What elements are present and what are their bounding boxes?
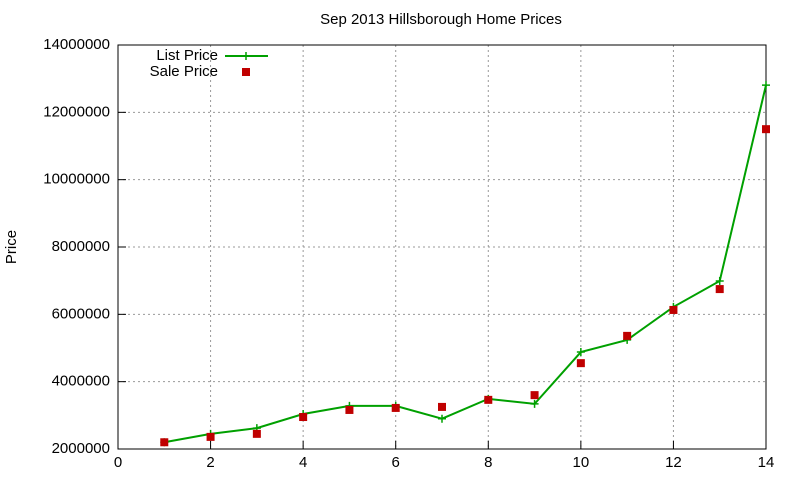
chart-title: Sep 2013 Hillsborough Home Prices xyxy=(320,11,562,28)
point-marker xyxy=(345,405,354,414)
y-tick-label: 4000000 xyxy=(52,373,110,390)
point-marker xyxy=(484,395,493,404)
x-tick-label: 2 xyxy=(206,454,214,471)
point-marker xyxy=(299,413,308,422)
y-axis-label: Price xyxy=(3,230,20,264)
y-tick-label: 8000000 xyxy=(52,238,110,255)
point-marker xyxy=(391,403,400,412)
x-tick-label: 14 xyxy=(758,454,775,471)
series-line xyxy=(164,84,767,444)
x-tick-label: 12 xyxy=(665,454,682,471)
point-marker xyxy=(576,359,585,368)
plot-frame xyxy=(117,44,767,450)
legend-marker xyxy=(242,52,250,60)
point-marker xyxy=(438,414,446,423)
x-tick-label: 10 xyxy=(573,454,590,471)
x-tick-label: 8 xyxy=(484,454,492,471)
y-tick-label: 14000000 xyxy=(43,36,110,53)
point-marker xyxy=(530,399,539,408)
point-marker xyxy=(715,277,724,286)
x-tick-label: 0 xyxy=(114,454,122,471)
legend-marker xyxy=(242,68,250,76)
point-marker xyxy=(715,285,724,294)
point-marker xyxy=(669,305,678,314)
y-tick-label: 12000000 xyxy=(43,103,110,120)
point-marker xyxy=(623,331,632,340)
point-marker xyxy=(762,125,770,134)
point-marker xyxy=(762,81,770,90)
point-marker xyxy=(252,429,261,438)
y-tick-label: 2000000 xyxy=(52,440,110,457)
point-marker xyxy=(530,391,539,400)
y-tick-label: 6000000 xyxy=(52,305,110,322)
point-marker xyxy=(438,402,446,411)
legend-label: List Price xyxy=(156,47,218,64)
y-tick-label: 10000000 xyxy=(43,171,110,188)
x-tick-label: 6 xyxy=(392,454,400,471)
legend-label: Sale Price xyxy=(150,63,218,80)
point-marker xyxy=(206,432,215,441)
point-marker xyxy=(576,348,585,357)
point-marker xyxy=(160,438,169,447)
x-tick-label: 4 xyxy=(299,454,307,471)
